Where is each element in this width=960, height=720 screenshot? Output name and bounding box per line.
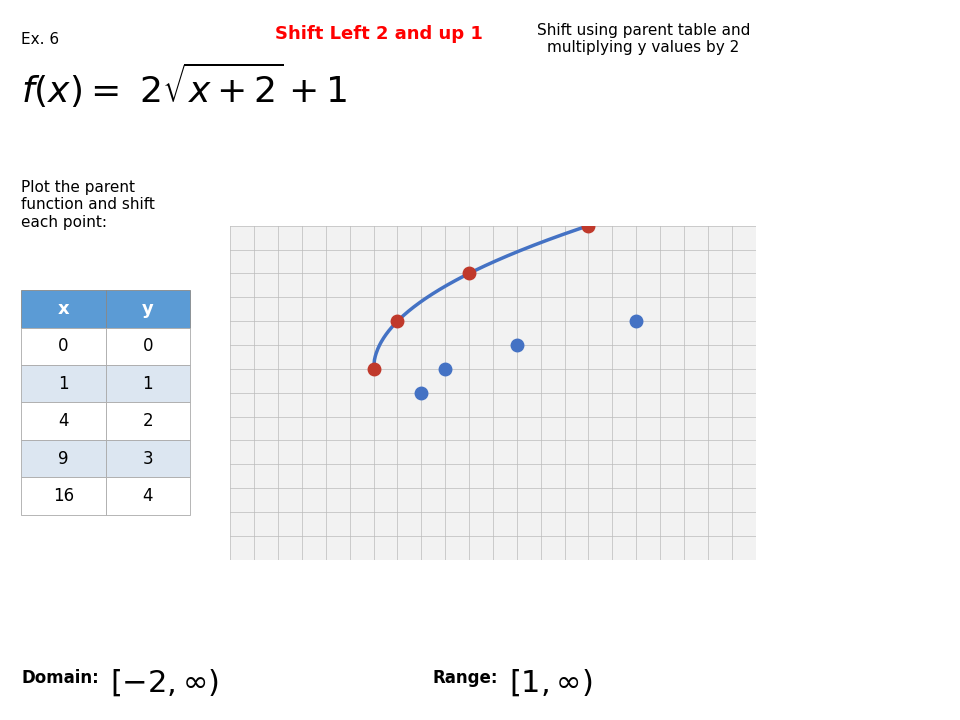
Text: 4: 4 xyxy=(143,487,153,505)
Text: 3: 3 xyxy=(142,449,154,468)
Text: $\left[1,\infty\right)$: $\left[1,\infty\right)$ xyxy=(509,667,592,698)
Text: 2: 2 xyxy=(142,412,154,430)
Text: 1: 1 xyxy=(142,375,154,393)
Text: Shift Left 2 and up 1: Shift Left 2 and up 1 xyxy=(276,25,483,43)
Text: Shift using parent table and
multiplying y values by 2: Shift using parent table and multiplying… xyxy=(537,23,750,55)
Text: Ex. 6: Ex. 6 xyxy=(21,32,60,48)
Text: 16: 16 xyxy=(53,487,74,505)
Text: y: y xyxy=(142,300,154,318)
Text: $\left[-2,\infty\right)$: $\left[-2,\infty\right)$ xyxy=(110,667,220,698)
Text: 9: 9 xyxy=(59,449,68,468)
Text: Plot the parent
function and shift
each point:: Plot the parent function and shift each … xyxy=(21,180,155,230)
Text: x: x xyxy=(58,300,69,318)
Text: $f(x) = \ 2\sqrt{x+2}+1$: $f(x) = \ 2\sqrt{x+2}+1$ xyxy=(21,61,348,110)
Text: 4: 4 xyxy=(59,412,68,430)
Text: Range:: Range: xyxy=(432,670,497,687)
Text: 0: 0 xyxy=(59,337,68,355)
Text: 1: 1 xyxy=(58,375,69,393)
Text: 0: 0 xyxy=(143,337,153,355)
Text: Domain:: Domain: xyxy=(21,670,99,687)
